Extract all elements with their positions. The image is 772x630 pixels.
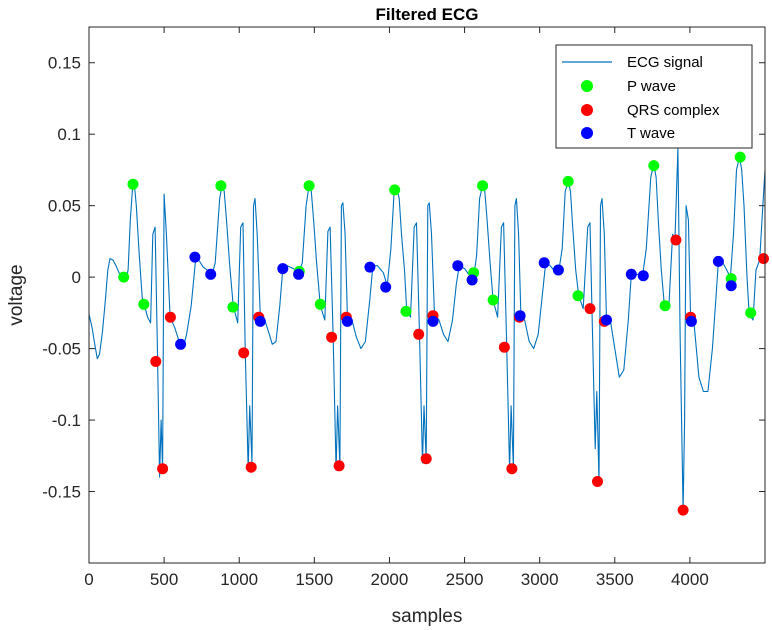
legend: ECG signal P wave QRS complex T wave	[555, 44, 753, 149]
p-wave-marker	[734, 151, 746, 163]
p-wave-marker	[127, 178, 139, 190]
y-tick-label: 0.15	[48, 54, 81, 73]
t-wave-marker	[601, 314, 612, 326]
y-tick-label: -0.05	[42, 340, 81, 359]
qrs-marker	[420, 453, 432, 465]
x-tick-label: 3500	[596, 570, 634, 589]
t-wave-marker	[293, 268, 305, 280]
t-wave-marker	[514, 310, 526, 322]
y-tick-label: 0	[72, 268, 81, 287]
t-wave-marker	[277, 263, 289, 275]
qrs-marker	[758, 253, 769, 265]
t-wave-marker	[625, 268, 637, 280]
legend-label-qrs-complex: QRS complex	[627, 102, 720, 119]
t-wave-marker	[712, 255, 724, 267]
x-tick-label: 500	[150, 570, 178, 589]
p-wave-marker	[745, 307, 757, 319]
t-wave-marker	[364, 261, 376, 273]
qrs-marker	[498, 341, 510, 353]
x-tick-label: 3000	[521, 570, 559, 589]
t-wave-marker	[538, 257, 550, 269]
y-axis-label: voltage	[6, 264, 27, 325]
legend-swatch-qrs-complex	[581, 104, 593, 116]
y-tick-label: -0.15	[42, 483, 81, 502]
p-wave-marker	[572, 290, 584, 302]
qrs-marker	[592, 476, 603, 487]
t-wave-marker	[341, 315, 353, 327]
qrs-marker	[157, 463, 169, 475]
plot-frame	[88, 26, 766, 564]
t-wave-marker	[189, 251, 201, 263]
qrs-marker	[164, 311, 176, 323]
p-wave-marker	[138, 298, 150, 310]
y-axis: 0.15 0.1 0.05 0 -0.05 -0.1 -0.15	[42, 54, 765, 502]
t-wave-marker	[205, 268, 217, 280]
t-wave-marker	[254, 315, 266, 327]
t-wave-marker	[427, 315, 439, 327]
x-tick-label: 2000	[371, 570, 409, 589]
p-wave-marker	[477, 180, 489, 192]
x-tick-label: 4000	[671, 570, 709, 589]
qrs-marker	[245, 461, 257, 473]
x-axis-label: samples	[392, 606, 463, 627]
qrs-marker	[677, 504, 689, 516]
qrs-marker	[584, 303, 596, 315]
y-tick-label: 0.1	[57, 125, 81, 144]
p-wave-marker	[303, 180, 315, 192]
qrs-marker	[333, 460, 345, 472]
qrs-marker	[413, 328, 425, 340]
t-wave-marker	[637, 270, 649, 282]
p-wave-marker	[118, 271, 130, 283]
p-wave-marker	[227, 301, 239, 313]
x-tick-label: 1500	[295, 570, 333, 589]
t-wave-marker	[685, 315, 697, 327]
qrs-marker	[506, 463, 518, 475]
p-wave-marker	[389, 184, 401, 196]
p-wave-marker	[400, 305, 412, 317]
qrs-marker	[150, 356, 162, 367]
t-wave-marker	[175, 338, 187, 350]
t-wave-marker	[380, 281, 392, 293]
t-wave-marker	[452, 260, 464, 272]
t-wave-marker	[552, 264, 564, 276]
x-tick-label: 1000	[220, 570, 258, 589]
x-tick-label: 2500	[446, 570, 484, 589]
qrs-marker	[326, 331, 338, 343]
p-wave-marker	[487, 294, 499, 306]
y-tick-label: -0.1	[52, 411, 81, 430]
legend-swatch-p-wave	[581, 80, 593, 92]
qrs-marker	[238, 347, 250, 359]
p-wave-marker	[562, 175, 574, 187]
p-wave-marker	[648, 160, 660, 172]
chart-title: Filtered ECG	[376, 5, 479, 24]
marker-layer	[118, 151, 769, 516]
y-tick-label: 0.05	[48, 197, 81, 216]
x-axis: 0 500 1000 1500 2000 2500 3000 3500 4000	[84, 27, 709, 589]
legend-swatch-t-wave	[581, 127, 593, 139]
p-wave-marker	[215, 180, 227, 192]
legend-label-t-wave: T wave	[627, 125, 675, 142]
p-wave-marker	[659, 300, 671, 312]
x-tick-label: 0	[84, 570, 93, 589]
legend-label-ecg-signal: ECG signal	[627, 54, 703, 71]
legend-label-p-wave: P wave	[627, 78, 676, 95]
t-wave-marker	[725, 280, 737, 292]
qrs-marker	[670, 234, 682, 246]
p-wave-marker	[314, 298, 326, 310]
t-wave-marker	[466, 274, 478, 286]
